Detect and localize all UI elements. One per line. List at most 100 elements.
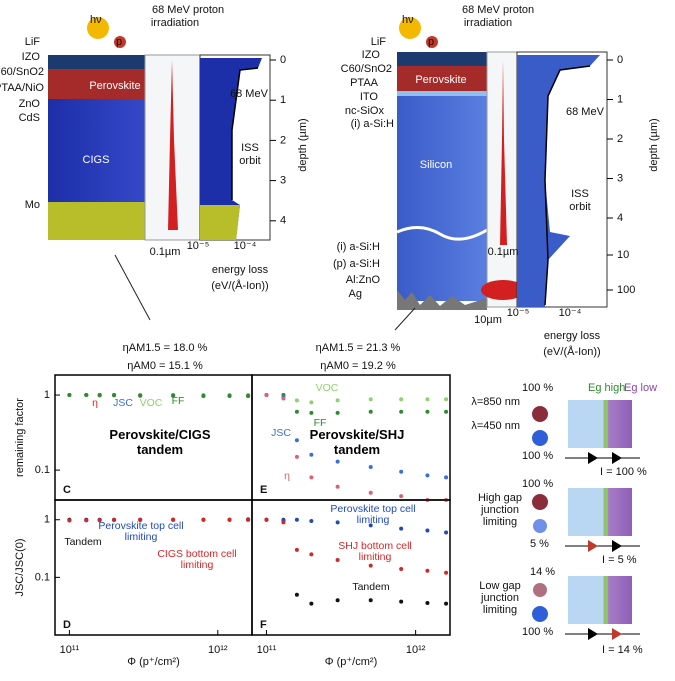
data-point <box>294 592 299 597</box>
series-label: FF <box>171 395 185 407</box>
data-point <box>399 599 404 604</box>
data-point <box>309 475 314 480</box>
panel-label: E <box>260 484 267 496</box>
axis-break <box>396 226 488 241</box>
y-axis-label: JSC/JSC(0) <box>14 538 26 596</box>
wavelength: λ=450 nm <box>471 420 520 432</box>
case-current: I = 5 % <box>602 554 637 566</box>
band-panel <box>568 576 632 624</box>
hv: hν <box>402 14 414 26</box>
case-title: Low gap <box>479 580 521 592</box>
panel-label: D <box>63 619 71 631</box>
data-point <box>84 518 89 523</box>
data-point <box>335 459 340 464</box>
proton-track <box>168 60 178 230</box>
orbit-label: ISS <box>241 142 259 154</box>
layer-label: Al:ZnO <box>346 274 381 286</box>
data-point <box>399 469 404 474</box>
series-label: Perovskite top cell limiting <box>330 503 416 526</box>
data-point <box>227 517 232 522</box>
case-title: limiting <box>483 604 517 616</box>
y-tick-label: 0.1 <box>35 571 50 583</box>
depth-tick-label: 10 <box>617 249 629 261</box>
data-point <box>264 517 269 522</box>
depth-tick-label: 1 <box>617 93 623 105</box>
data-point <box>335 598 340 603</box>
data-point <box>309 452 314 457</box>
layer-label: PTAA/NiO <box>0 82 44 94</box>
depth-tick-label: 1 <box>280 94 286 106</box>
orbit-label: orbit <box>239 155 260 167</box>
data-point <box>309 410 314 415</box>
loss-tick: 10⁻⁵ <box>507 307 530 319</box>
x-tick-label: 10¹¹ <box>60 644 80 656</box>
proton: p <box>428 36 434 48</box>
case-top: 100 % <box>522 382 553 394</box>
light-source <box>532 430 548 446</box>
series-label: SHJ bottom cell limiting <box>338 540 412 563</box>
data-point <box>399 566 404 571</box>
proton-icon <box>426 36 438 48</box>
data-point <box>444 475 449 480</box>
case-bottom: 100 % <box>522 450 553 462</box>
data-point <box>425 600 430 605</box>
data-point <box>368 490 373 495</box>
data-point <box>399 494 404 499</box>
depth-tick-label: 2 <box>280 134 286 146</box>
loss-line <box>544 65 591 306</box>
data-point <box>294 438 299 443</box>
light-source <box>532 606 548 622</box>
depth-tick-label: 3 <box>617 172 623 184</box>
depth-tick-label: 4 <box>280 215 286 227</box>
depth-label: depth (µm) <box>648 118 660 171</box>
case-title: junction <box>480 592 519 604</box>
wavelength: λ=850 nm <box>471 396 520 408</box>
absorber-label: Perovskite <box>89 80 140 92</box>
series-label: Perovskite top cell limiting <box>98 520 184 543</box>
layer-label: LiF <box>371 36 387 48</box>
efficiency: ηAM1.5 = 18.0 % <box>123 342 208 354</box>
gap-low: Eg low <box>624 382 657 394</box>
data-point <box>368 397 373 402</box>
plot-frame <box>251 499 451 636</box>
case-current: I = 14 % <box>602 644 643 656</box>
case-current: I = 100 % <box>600 466 647 478</box>
x-axis-label: Φ (p⁺/cm²) <box>325 656 377 668</box>
data-point <box>368 563 373 568</box>
data-point <box>309 601 314 606</box>
data-point <box>294 409 299 414</box>
data-point <box>368 409 373 414</box>
data-point <box>399 526 404 531</box>
case-bottom: 100 % <box>522 626 553 638</box>
data-point <box>246 393 251 398</box>
x-tick-label: 10¹¹ <box>257 644 277 656</box>
panel-label: F <box>260 619 267 631</box>
absorber-label: Perovskite <box>415 74 466 86</box>
y-axis-label: remaining factor <box>14 398 26 477</box>
silicon-layer <box>397 96 487 301</box>
x-axis-label: Φ (p⁺/cm²) <box>127 656 179 668</box>
chart-title: Perovskite/SHJ tandem <box>309 427 405 457</box>
light-source <box>533 519 547 533</box>
depth-tick-label: 0 <box>280 54 286 66</box>
data-point <box>368 598 373 603</box>
interlayer <box>397 91 487 96</box>
ag-contact <box>397 290 487 310</box>
layer-label: IZO <box>22 51 41 63</box>
case-top: 14 % <box>530 566 555 578</box>
data-point <box>264 393 269 398</box>
gap-high: Eg high <box>588 382 625 394</box>
data-point <box>368 465 373 470</box>
depth-tick-label: 100 <box>617 284 635 296</box>
data-point <box>281 520 286 525</box>
loss-axis-label: (eV/(Å-Ion)) <box>211 279 268 292</box>
layer-label: PTAA <box>350 77 379 89</box>
depth-tick-label: 0 <box>617 54 623 66</box>
layer-label: (i) a-Si:H <box>351 118 394 130</box>
data-point <box>399 409 404 414</box>
data-point <box>335 520 340 525</box>
layer-label: C60/SnO2 <box>0 66 44 78</box>
sun-icon <box>87 17 109 39</box>
